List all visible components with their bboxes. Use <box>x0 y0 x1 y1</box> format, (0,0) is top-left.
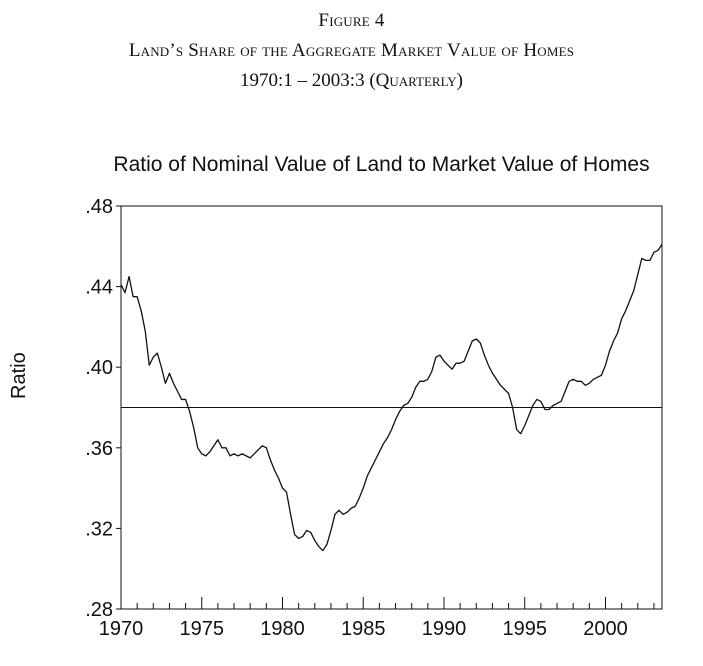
y-tick-label: .44 <box>85 277 113 299</box>
y-tick-label: .28 <box>85 599 113 621</box>
x-tick-label: 1980 <box>260 618 305 640</box>
series-line <box>120 243 663 552</box>
x-tick-label: 1985 <box>341 618 386 640</box>
y-tick-label: .40 <box>85 357 113 379</box>
x-tick-label: 1990 <box>422 618 467 640</box>
y-tick-label: .32 <box>85 518 113 540</box>
x-tick-label: 1970 <box>99 618 144 640</box>
x-tick-label: 1975 <box>179 618 224 640</box>
x-axis: 1970 1975 1980 1985 1990 1995 2000 <box>99 597 655 640</box>
y-tick-label: .48 <box>85 196 113 218</box>
figure-label: Figure 4 <box>318 10 385 31</box>
y-tick-label: .36 <box>85 438 113 460</box>
x-tick-label: 2000 <box>583 618 628 640</box>
x-tick-label: 1995 <box>502 618 547 640</box>
figure-subtitle: 1970:1 – 2003:3 (Quarterly) <box>240 70 463 91</box>
figure-title: Land’s Share of the Aggregate Market Val… <box>128 40 575 61</box>
y-axis: .28 .32 .36 .40 .44 .48 <box>85 196 121 621</box>
chart-title: Ratio of Nominal Value of Land to Market… <box>113 153 650 176</box>
